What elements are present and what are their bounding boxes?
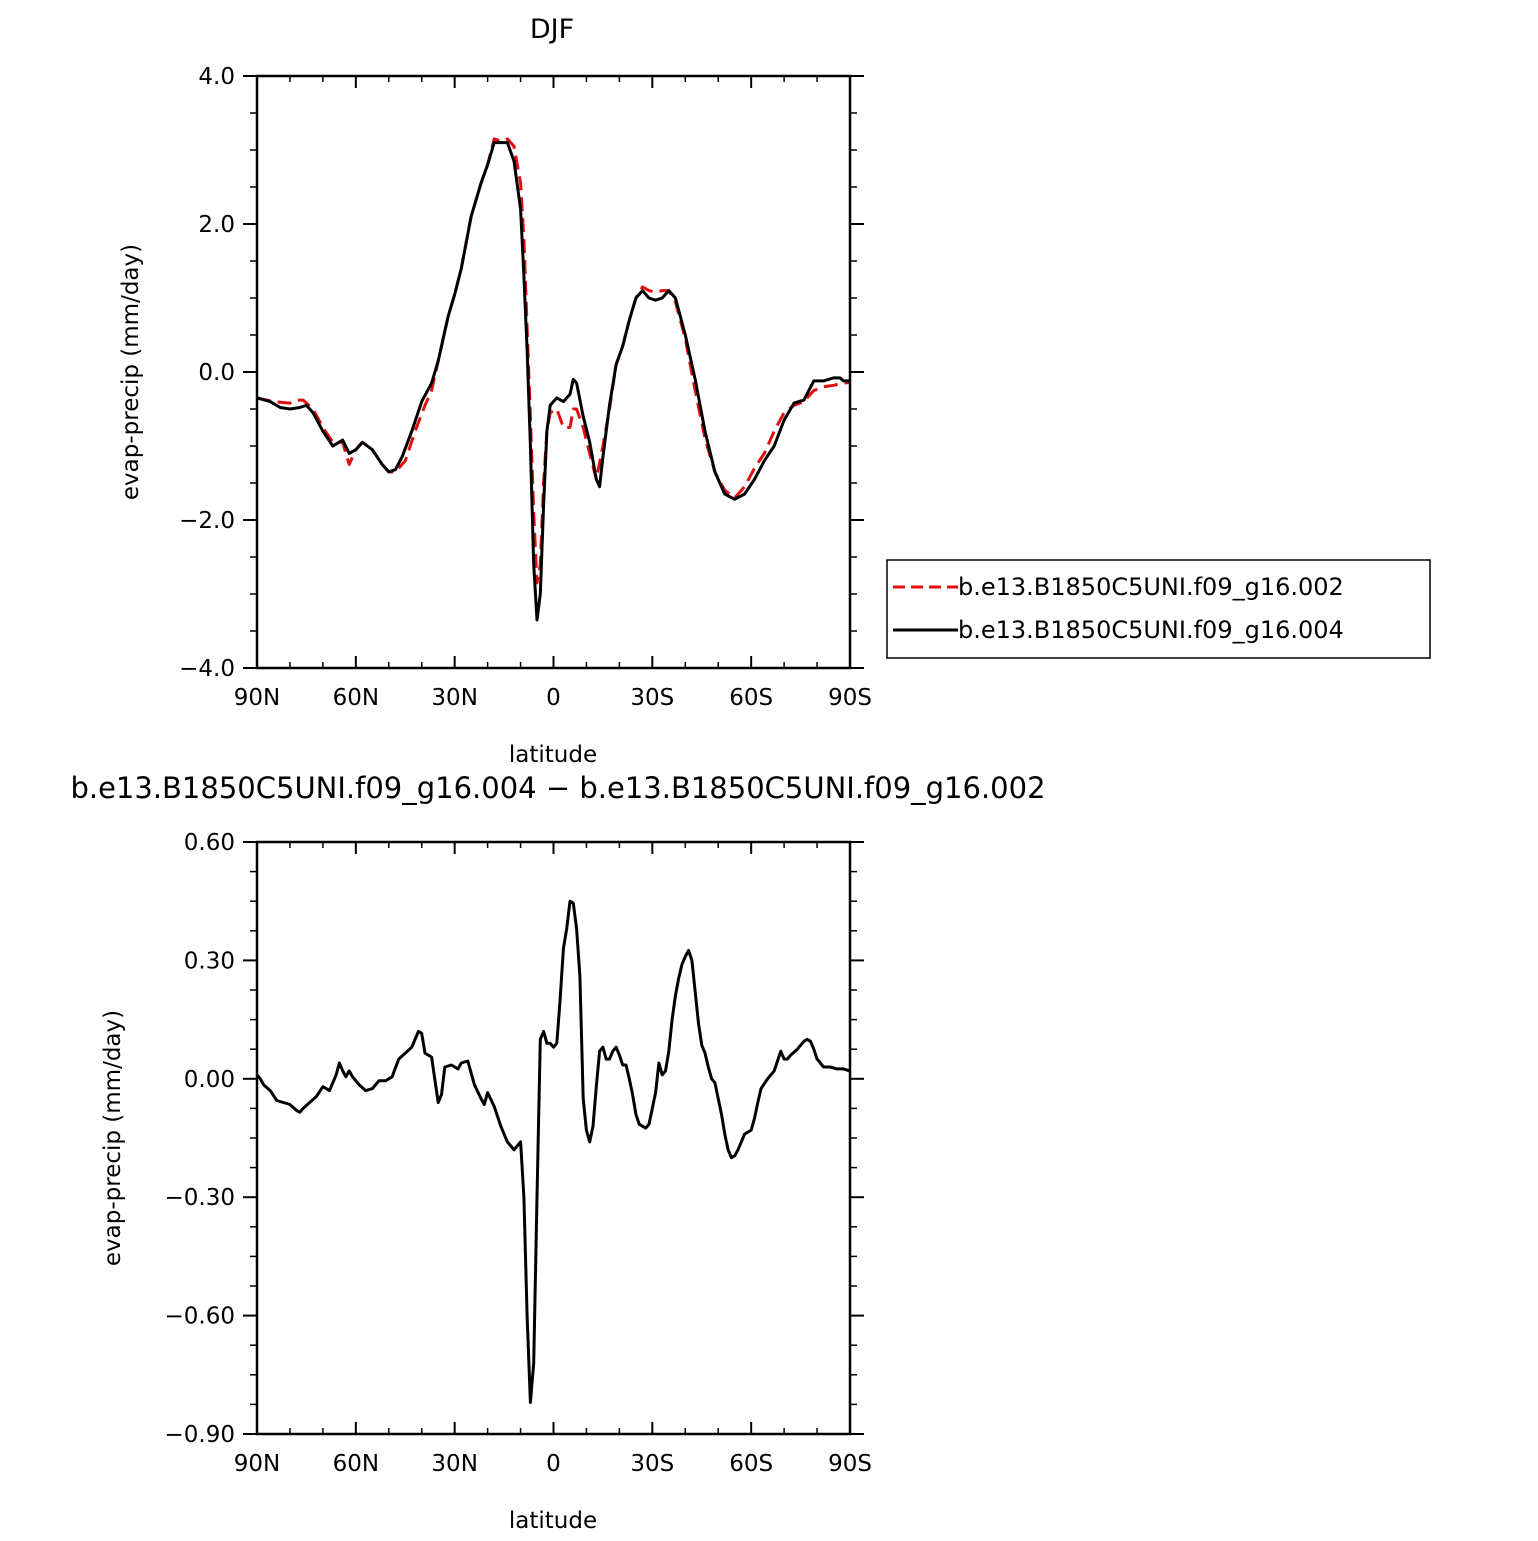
series-layer [256, 137, 851, 622]
y-tick-label: 0.60 [184, 830, 235, 856]
x-tick-label: 30N [431, 1451, 477, 1477]
x-tick-label: 0 [546, 685, 561, 711]
y-tick-label: −4.0 [179, 656, 235, 682]
series-layer [255, 899, 851, 1404]
tick-marks [243, 841, 864, 1435]
y-axis-label: evap-precip (mm/day) [118, 244, 144, 500]
legend-label-series-002: b.e13.B1850C5UNI.f09_g16.002 [958, 573, 1344, 601]
x-tick-label: 30S [630, 1451, 674, 1477]
y-tick-label: −0.60 [165, 1304, 235, 1330]
x-tick-label: 60S [729, 685, 773, 711]
series-line-0 [256, 137, 851, 585]
y-tick-label: 0.00 [184, 1067, 235, 1093]
x-tick-label: 90N [234, 1451, 280, 1477]
x-tick-label: 90S [828, 685, 872, 711]
tick-marks [243, 75, 864, 669]
y-tick-label: 0.30 [184, 948, 235, 974]
y-tick-label: −0.90 [165, 1422, 235, 1448]
x-tick-label: 30N [431, 685, 477, 711]
legend: b.e13.B1850C5UNI.f09_g16.002 b.e13.B1850… [886, 559, 1431, 659]
plot-frame [255, 840, 852, 1436]
panel-difference: b.e13.B1850C5UNI.f09_g16.004 − b.e13.B18… [70, 771, 1045, 1534]
y-tick-label: 0.0 [198, 360, 235, 386]
y-axis-label: evap-precip (mm/day) [100, 1010, 126, 1266]
y-tick-label: 2.0 [198, 212, 235, 238]
y-tick-label: −0.30 [165, 1185, 235, 1211]
tick-labels: 90N 60N 30N 0 30S 60S 90S −0.90 −0.60 −0.30 0.00 0.… [165, 830, 872, 1477]
x-tick-label: 30S [630, 685, 674, 711]
y-tick-label: −2.0 [179, 508, 235, 534]
series-line-1 [256, 141, 850, 622]
x-axis-label: latitude [509, 742, 597, 768]
x-axis-label: latitude [509, 1508, 597, 1534]
x-tick-label: 90N [234, 685, 280, 711]
panel-djf: DJF 90N 60N 30N 0 30S 60S 90S −4.0 −2.0 0.0 2.0 4.0… [118, 14, 1431, 768]
x-tick-label: 60S [729, 1451, 773, 1477]
y-tick-label: 4.0 [198, 64, 235, 90]
x-tick-label: 0 [546, 1451, 561, 1477]
chart-title: DJF [530, 14, 574, 45]
x-tick-label: 90S [828, 1451, 872, 1477]
tick-labels: 90N 60N 30N 0 30S 60S 90S −4.0 −2.0 0.0 2.0 4.0 [179, 64, 872, 711]
series-line-0 [255, 899, 851, 1404]
legend-label-series-004: b.e13.B1850C5UNI.f09_g16.004 [958, 616, 1344, 644]
plot-frame [255, 74, 852, 670]
chart-title: b.e13.B1850C5UNI.f09_g16.004 − b.e13.B18… [70, 771, 1045, 805]
x-tick-label: 60N [333, 1451, 379, 1477]
x-tick-label: 60N [333, 685, 379, 711]
legend-box [886, 559, 1431, 659]
